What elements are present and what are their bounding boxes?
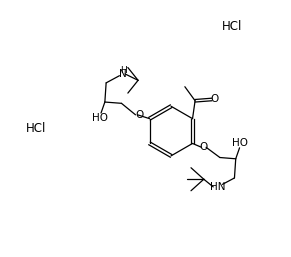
Text: HN: HN: [210, 182, 226, 192]
Text: HCl: HCl: [222, 20, 243, 33]
Text: HO: HO: [232, 138, 248, 148]
Text: HO: HO: [92, 113, 108, 123]
Text: O: O: [199, 142, 207, 152]
Text: N: N: [119, 69, 127, 79]
Text: O: O: [211, 95, 219, 105]
Text: O: O: [135, 110, 143, 120]
Text: HCl: HCl: [25, 122, 46, 135]
Text: H: H: [120, 66, 126, 75]
